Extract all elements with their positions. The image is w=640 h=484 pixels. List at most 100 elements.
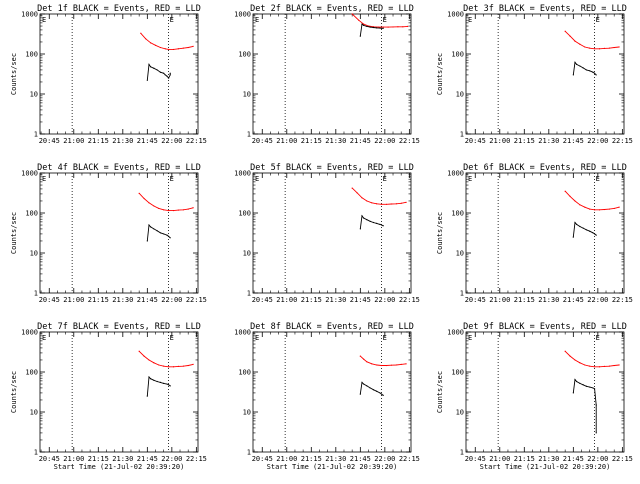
- series-point-lld: [376, 364, 378, 366]
- series-point-lld: [158, 207, 160, 210]
- series-point-lld: [164, 48, 166, 50]
- x-tick-label: 21:15: [88, 137, 109, 145]
- series-point-events: [156, 230, 158, 232]
- series-point-lld: [618, 364, 620, 366]
- series-point-lld: [371, 363, 373, 365]
- x-tick-label: 21:00: [276, 137, 297, 145]
- y-tick-label: 10: [30, 409, 38, 417]
- series-point-events: [363, 383, 365, 385]
- series-line-lld: [138, 350, 194, 368]
- y-tick-label: 100: [238, 210, 251, 218]
- series-point-events: [369, 387, 371, 389]
- series-point-events: [166, 383, 168, 385]
- series-point-lld: [153, 362, 155, 364]
- series-point-events: [582, 67, 584, 69]
- series-point-lld: [376, 203, 378, 205]
- series-point-lld: [371, 202, 373, 204]
- x-tick-label: 21:45: [137, 137, 158, 145]
- x-axis-label: Start Time (21-Jul-02 20:39:20): [480, 463, 611, 471]
- series-point-events: [150, 66, 152, 68]
- series-point-events: [589, 230, 591, 232]
- x-tick-label: 21:30: [538, 455, 559, 463]
- panel-det-1: Det 1f BLACK = Events, RED = LLD 1 10 100 10…: [10, 4, 207, 145]
- event-marker-label: E: [468, 16, 472, 24]
- plot-frame: [465, 13, 625, 135]
- x-tick-label: 21:30: [538, 137, 559, 145]
- x-tick-label: 20:45: [252, 455, 273, 463]
- series-point-lld: [579, 362, 581, 364]
- x-tick-label: 22:00: [374, 455, 395, 463]
- series-point-lld: [148, 359, 150, 361]
- series-point-lld: [172, 48, 175, 51]
- series-point-lld: [593, 48, 596, 50]
- series-point-events: [376, 390, 378, 392]
- series-point-lld: [613, 46, 615, 49]
- panel-det-2: Det 2f BLACK = Events, RED = LLD 1 10 100 10…: [234, 4, 420, 145]
- series-point-events: [153, 228, 155, 230]
- series-point-events: [361, 381, 363, 383]
- series-point-lld: [603, 208, 605, 211]
- series-point-events: [150, 226, 152, 228]
- series-point-events: [156, 380, 158, 383]
- series-point-events: [576, 63, 578, 65]
- series-point-events: [372, 389, 375, 391]
- series-point-lld: [400, 363, 402, 365]
- y-tick-label: 10: [243, 91, 251, 99]
- event-marker-label: E: [596, 16, 600, 24]
- series-point-events: [163, 233, 165, 235]
- event-marker-label: E: [170, 16, 174, 24]
- series-point-lld: [574, 359, 576, 361]
- series-point-events: [148, 224, 150, 226]
- series-point-events: [579, 382, 581, 384]
- event-marker-label: E: [42, 16, 46, 24]
- x-tick-label: 20:45: [465, 137, 486, 145]
- event-marker-label: E: [255, 16, 259, 24]
- series-point-lld: [172, 366, 175, 368]
- x-tick-label: 21:15: [301, 296, 322, 304]
- x-tick-label: 22:00: [161, 137, 182, 145]
- series-point-lld: [377, 26, 379, 28]
- y-tick-label: 100: [451, 51, 464, 59]
- series-point-lld: [361, 197, 363, 199]
- x-tick-label: 21:45: [563, 455, 584, 463]
- x-tick-label: 21:30: [112, 137, 133, 145]
- y-tick-label: 1: [247, 131, 251, 139]
- x-tick-label: 20:45: [39, 296, 60, 304]
- series-point-lld: [145, 38, 147, 40]
- x-tick-label: 22:15: [612, 137, 633, 145]
- series-point-lld: [159, 46, 162, 49]
- x-tick-label: 21:15: [301, 455, 322, 463]
- series-point-events: [369, 220, 371, 222]
- series-point-events: [595, 74, 597, 76]
- series-point-lld: [584, 364, 586, 366]
- y-tick-label: 100: [25, 210, 38, 218]
- series-point-events: [595, 234, 597, 236]
- x-tick-label: 22:00: [587, 455, 608, 463]
- plot-frame: [39, 172, 199, 294]
- series-point-events: [574, 378, 576, 381]
- series-point-events: [582, 384, 584, 386]
- series-point-lld: [392, 26, 394, 28]
- panel-det-8: Det 8f BLACK = Events, RED = LLD 1 10 100 10…: [234, 322, 420, 471]
- series-point-lld: [140, 32, 142, 34]
- series-point-events: [380, 27, 383, 29]
- series-point-events: [382, 394, 384, 397]
- y-tick-label: 100: [451, 210, 464, 218]
- series-point-events: [592, 232, 594, 234]
- y-axis-label: Counts/sec: [10, 212, 18, 254]
- y-tick-label: 1000: [234, 170, 251, 178]
- x-tick-label: 21:30: [112, 296, 133, 304]
- event-marker-label: E: [596, 334, 600, 342]
- series-point-events: [159, 381, 162, 383]
- x-axis-label: Start Time (21-Jul-02 20:39:20): [267, 463, 398, 471]
- series-point-lld: [153, 205, 155, 207]
- series-point-lld: [192, 45, 194, 47]
- series-point-lld: [618, 206, 620, 208]
- series-point-events: [169, 385, 171, 387]
- series-point-events: [369, 26, 371, 28]
- x-tick-label: 22:00: [161, 455, 182, 463]
- series-point-events: [359, 393, 361, 395]
- y-tick-label: 10: [243, 250, 251, 258]
- x-axis-label: Start Time (21-Jul-02 20:39:20): [54, 463, 185, 471]
- event-marker-label: E: [170, 175, 174, 183]
